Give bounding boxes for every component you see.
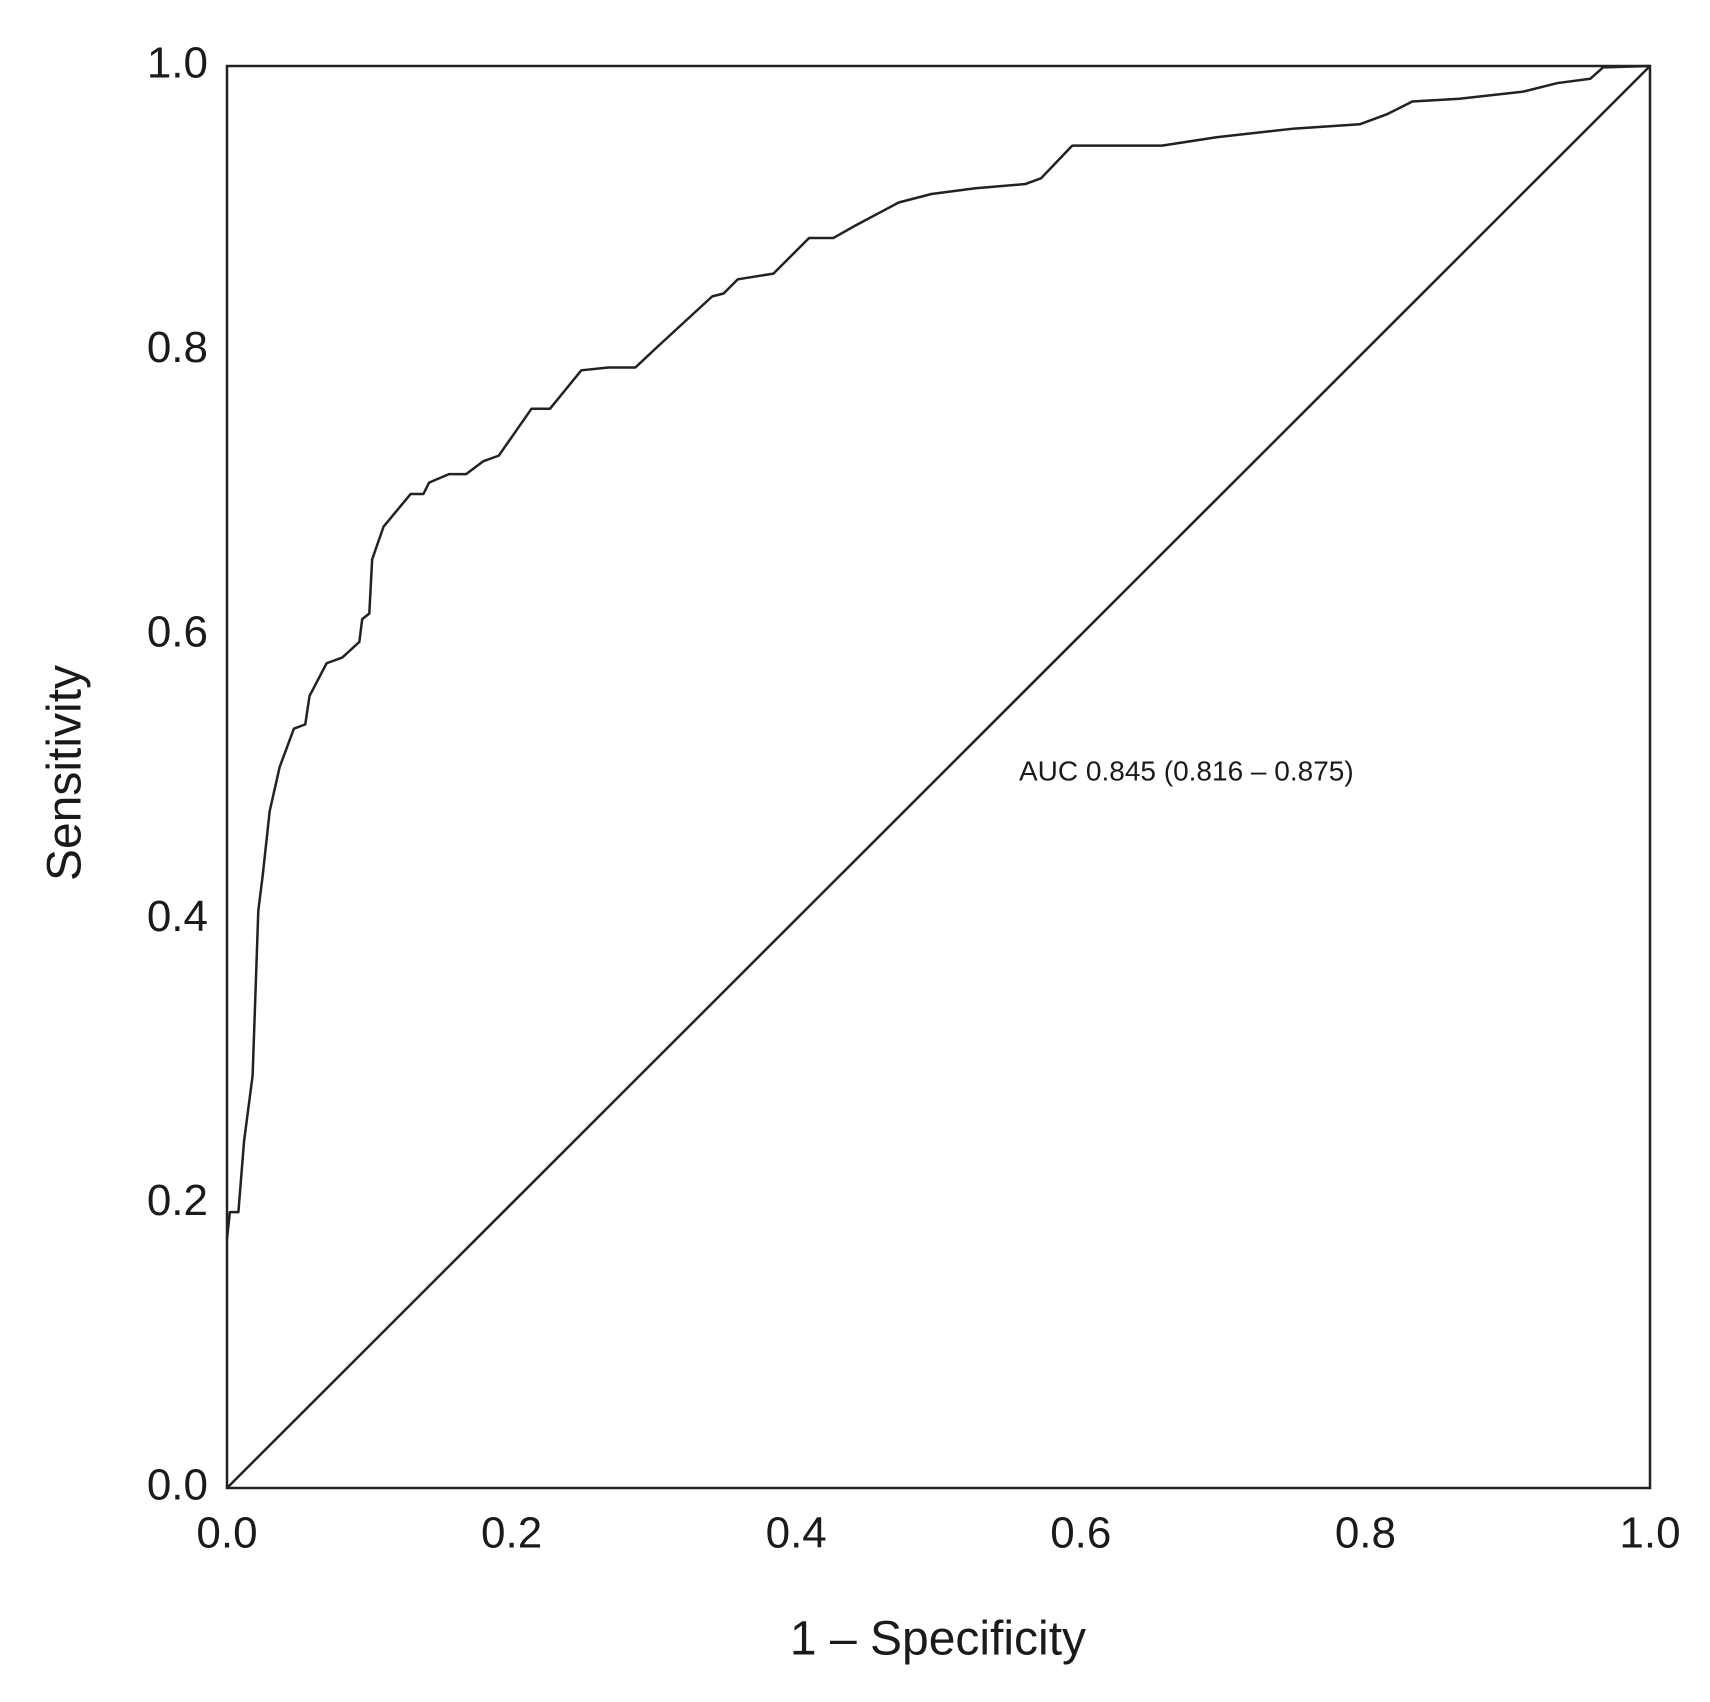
x-tick-label: 0.6 [1050,1509,1111,1558]
annotation: AUC 0.845 (0.816 – 0.875) [1019,755,1354,786]
x-tick-label: 0.0 [196,1509,257,1558]
y-tick-label: 0.6 [147,607,208,656]
x-tick-label: 1.0 [1619,1509,1680,1558]
x-tick-label: 0.4 [766,1509,827,1558]
y-axis-title: Sensitivity [39,665,92,881]
x-tick-label: 0.2 [481,1509,542,1558]
x-tick-label: 0.8 [1335,1509,1396,1558]
roc-line [225,64,1651,1240]
y-tick-label: 0.0 [147,1461,208,1510]
plot-frame [225,64,1652,1490]
roc-line [226,65,1651,1489]
y-tick-label: 1.0 [147,39,208,88]
y-tick-label: 0.2 [147,1176,208,1225]
y-tick-label: 0.8 [147,323,208,372]
x-axis-title: 1 – Specificity [790,1613,1086,1666]
y-tick-label: 0.4 [147,892,208,941]
